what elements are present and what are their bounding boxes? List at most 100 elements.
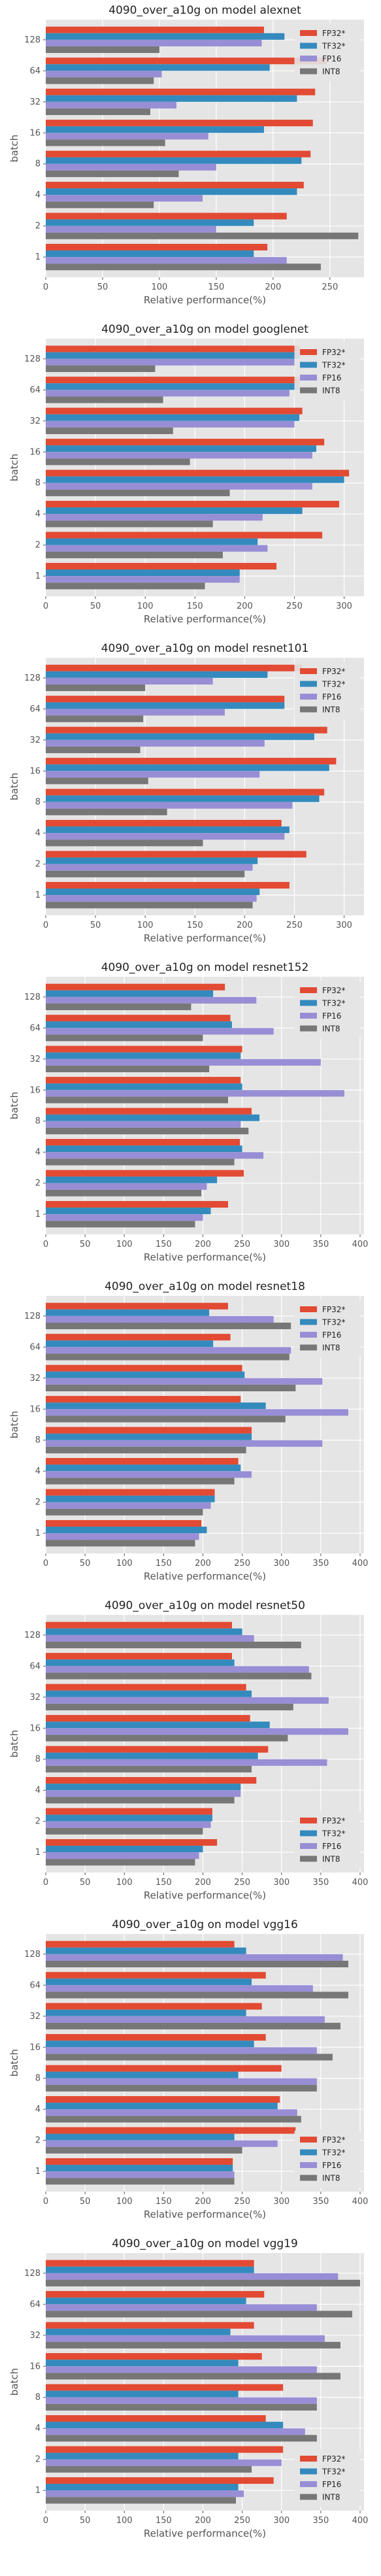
y-tick-label: 16 [29,766,41,776]
x-tick-label: 400 [352,2197,369,2207]
bar-int8-batch-4 [46,1159,235,1166]
bar-fp16-batch-128 [46,677,213,685]
x-tick-label: 400 [352,2516,369,2526]
bar-fp16-batch-4 [46,195,203,202]
x-tick-label: 0 [43,2197,48,2207]
bar-fp16-batch-16 [46,2047,317,2054]
x-tick-label: 350 [312,1559,329,1568]
x-tick-label: 50 [90,921,101,930]
bar-fp16-batch-1 [46,1852,199,1859]
bar-int8-batch-2 [46,1189,202,1196]
bar-tf32-batch-128 [46,1947,246,1954]
bar-fp16-batch-32 [46,420,295,428]
bar-fp32-batch-2 [46,1808,212,1815]
bar-fp32-batch-2 [46,212,287,220]
legend-box [294,980,361,1039]
bar-fp16-batch-2 [46,545,268,552]
bar-int8-batch-64 [46,1672,312,1680]
x-tick-label: 350 [312,2197,329,2207]
y-tick-label: 32 [29,416,41,426]
y-tick-label: 1 [35,1848,41,1857]
chart-title: 4090_over_a10g on model alexnet [108,4,301,17]
y-tick-label: 128 [24,1631,41,1640]
bar-fp32-batch-8 [46,788,325,796]
bar-fp16-batch-2 [46,1502,211,1509]
bar-fp16-batch-128 [46,358,295,365]
x-tick-label: 250 [234,1240,250,1249]
bar-fp16-batch-8 [46,163,216,171]
x-tick-label: 400 [352,1240,369,1249]
x-tick-label: 200 [265,282,281,292]
bar-fp16-batch-8 [46,802,293,809]
legend-label: FP32* [322,2454,345,2464]
bar-int8-batch-128 [46,684,146,692]
bar-tf32-batch-32 [46,95,297,102]
bar-int8-batch-32 [46,2022,340,2029]
x-tick-label: 50 [80,2516,91,2526]
bar-tf32-batch-128 [46,352,300,359]
bar-tf32-batch-4 [46,2103,278,2110]
legend: FP32* TF32* FP16 INT8 [294,980,361,1039]
legend-swatch [300,42,317,49]
bar-fp32-batch-32 [46,88,316,95]
bar-tf32-batch-128 [46,1309,210,1316]
bar-int8-batch-1 [46,2497,236,2504]
bar-tf32-batch-16 [46,764,329,771]
bar-tf32-batch-64 [46,1978,252,1986]
legend-label: FP32* [322,1305,345,1314]
y-axis-label: batch [8,1730,20,1757]
y-tick-label: 64 [29,1980,41,1990]
bar-tf32-batch-32 [46,2328,231,2335]
bar-fp32-batch-32 [46,407,303,415]
bar-fp16-batch-8 [46,483,312,490]
bar-fp32-batch-128 [46,345,300,352]
bar-fp32-batch-8 [46,1427,252,1434]
legend-label: FP32* [322,1816,345,1825]
bar-int8-batch-1 [46,583,205,590]
bar-int8-batch-128 [46,2279,360,2287]
chart-panel-8: 1 2 4 8 16 32 64 128 0 50 100 150 200 250 300 350 400 409… [8,2237,368,2539]
y-tick-label: 8 [35,1117,41,1127]
chart-panel-5: 1 2 4 8 16 32 64 128 0 50 100 150 200 250 300 350 400 409… [8,1280,368,1582]
bar-fp16-batch-128 [46,1315,274,1323]
bar-tf32-batch-8 [46,2390,239,2398]
bar-fp16-batch-16 [46,1090,344,1097]
legend-swatch [300,2137,317,2143]
bar-fp32-batch-8 [46,2384,284,2391]
x-tick-label: 300 [273,1240,290,1249]
bar-fp32-batch-16 [46,2353,262,2360]
bar-fp16-batch-4 [46,1790,241,1797]
bar-int8-batch-8 [46,1765,252,1772]
legend-swatch [300,706,317,713]
bar-fp16-batch-128 [46,2273,339,2280]
x-tick-label: 300 [336,602,352,611]
y-tick-label: 8 [35,479,41,488]
bar-int8-batch-64 [46,715,144,722]
bar-fp32-batch-64 [46,1653,232,1660]
bar-fp16-batch-16 [46,133,208,140]
bar-fp16-batch-4 [46,2109,297,2116]
bar-int8-batch-8 [46,2084,317,2092]
legend-label: TF32* [322,1318,346,1327]
bar-fp16-batch-32 [46,2016,325,2023]
bar-int8-batch-32 [46,2341,340,2348]
y-tick-label: 16 [29,128,41,138]
chart-panel-2: 1 2 4 8 16 32 64 128 0 50 100 150 200 250 300 4090_over… [8,323,364,625]
x-tick-label: 50 [80,2197,91,2207]
bar-fp32-batch-8 [46,469,350,477]
y-tick-label: 1 [35,571,41,581]
bar-int8-batch-4 [46,2435,317,2442]
x-tick-label: 100 [116,2197,133,2207]
x-tick-label: 100 [137,602,154,611]
bar-fp32-batch-2 [46,851,306,858]
legend-swatch [300,30,317,36]
y-tick-label: 2 [35,1179,41,1189]
legend-swatch [300,1344,317,1351]
bar-int8-batch-8 [46,1127,249,1134]
bar-int8-batch-128 [46,46,159,54]
bar-tf32-batch-8 [46,1752,258,1759]
y-tick-label: 2 [35,2455,41,2465]
chart-panel-6: 1 2 4 8 16 32 64 128 0 50 100 150 200 250 300 350 400 409… [8,1599,368,1901]
bar-fp32-batch-2 [46,2127,296,2134]
y-tick-label: 4 [35,2105,41,2114]
